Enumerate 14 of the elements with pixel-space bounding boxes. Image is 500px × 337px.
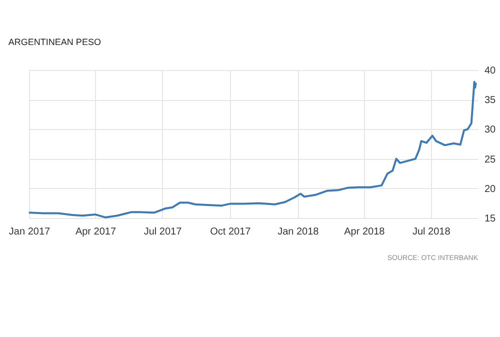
y-tick-label: 35 <box>484 95 496 106</box>
x-tick-label: Jul 2017 <box>144 226 182 238</box>
y-tick-label: 20 <box>484 184 496 195</box>
x-tick-label: Jan 2018 <box>278 226 320 238</box>
chart-title: ARGENTINEAN PESO <box>8 37 101 47</box>
y-tick-label: 25 <box>484 154 496 166</box>
x-tick-label: Apr 2018 <box>344 226 386 238</box>
x-tick-label: Apr 2017 <box>75 226 116 238</box>
x-tick-label: Oct 2017 <box>210 226 252 238</box>
x-tick-label: Jul 2018 <box>412 226 451 238</box>
y-tick-label: 15 <box>484 214 496 224</box>
y-tick-label: 30 <box>484 124 496 136</box>
x-tick-label: Jan 2017 <box>8 226 51 238</box>
y-tick-label: 40 <box>484 66 496 76</box>
